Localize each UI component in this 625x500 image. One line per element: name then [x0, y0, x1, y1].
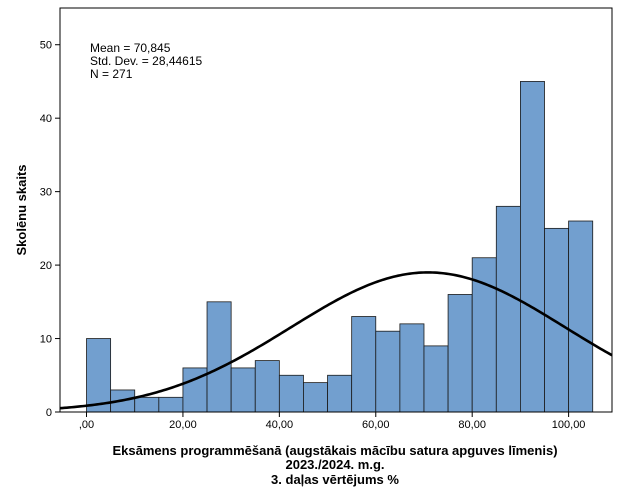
- histogram-bar: [568, 220, 594, 413]
- histogram-bar: [206, 301, 232, 413]
- x-tick-label: 100,00: [552, 419, 586, 431]
- y-tick-label: 20: [40, 260, 52, 272]
- histogram-bar: [327, 374, 353, 413]
- stats-std-dev: Std. Dev. = 28,44615: [90, 54, 203, 68]
- histogram-bar: [278, 374, 304, 413]
- x-axis-title-line-3: 3. daļas vērtējums %: [271, 472, 399, 487]
- histogram-bar: [375, 330, 401, 413]
- histogram-bar: [495, 205, 521, 413]
- histogram-bar: [230, 367, 256, 413]
- x-axis-title-line-2: 2023./2024. m.g.: [285, 457, 384, 472]
- normal-curve: [59, 271, 613, 410]
- stats-n: N = 271: [90, 67, 133, 81]
- y-tick-label: 40: [40, 113, 52, 125]
- histogram-bar: [254, 360, 280, 413]
- histogram-bar: [134, 396, 160, 413]
- histogram-bar: [447, 294, 473, 413]
- histogram-bar: [520, 81, 545, 413]
- histogram-bar: [423, 345, 449, 413]
- y-tick-label: 30: [40, 187, 52, 199]
- histogram-bar: [399, 323, 425, 413]
- x-tick-label: 60,00: [362, 419, 390, 431]
- x-tick-label: 80,00: [458, 419, 486, 431]
- x-axis-title-line-1: Eksāmens programmēšanā (augstākais mācīb…: [112, 443, 557, 458]
- histogram-bar: [303, 382, 328, 413]
- histogram-bar: [544, 227, 570, 413]
- x-tick-label: 20,00: [169, 419, 197, 431]
- y-axis-title: Skolēnu skaits: [14, 164, 29, 255]
- x-tick-label: 40,00: [266, 419, 294, 431]
- plot-frame: [59, 7, 613, 413]
- histogram-bar: [86, 338, 112, 413]
- histogram-bar: [158, 396, 184, 413]
- y-tick-label: 10: [40, 334, 52, 346]
- y-axis: 0 10 20 30 40 50: [40, 40, 60, 419]
- histogram-bars: [86, 81, 594, 413]
- histogram-bar: [351, 316, 377, 413]
- x-tick-label: ,00: [79, 419, 94, 431]
- y-tick-label: 50: [40, 40, 52, 52]
- x-axis: ,00 20,00 40,00 60,00 80,00 100,00: [79, 412, 586, 431]
- stats-mean: Mean = 70,845: [90, 41, 171, 55]
- y-tick-label: 0: [46, 407, 52, 419]
